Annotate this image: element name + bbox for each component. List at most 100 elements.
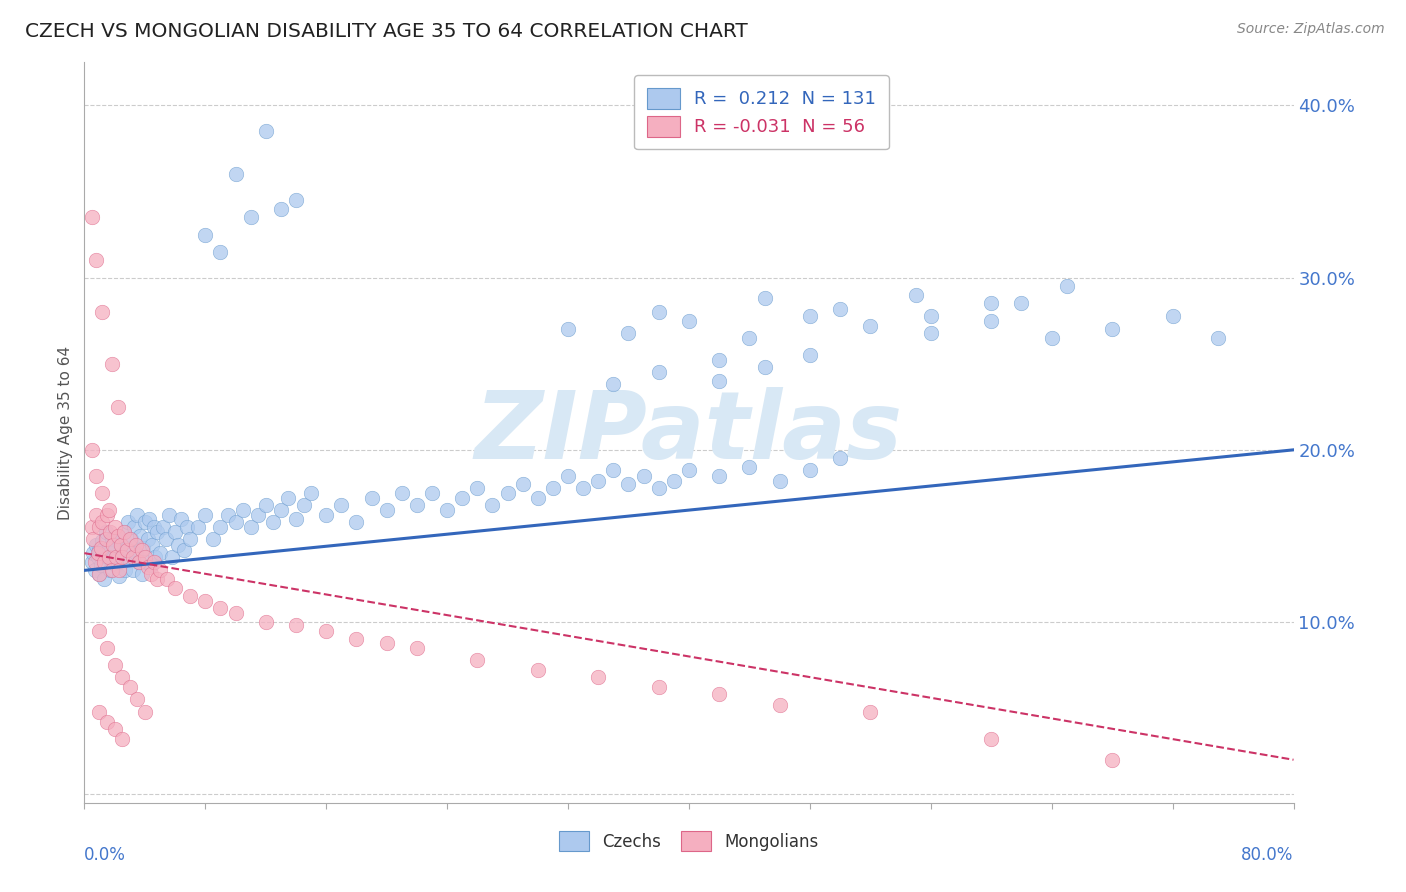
Point	[107, 400, 129, 414]
Point	[738, 331, 761, 345]
Point	[86, 508, 108, 523]
Point	[270, 503, 292, 517]
Point	[588, 474, 610, 488]
Point	[96, 508, 118, 523]
Point	[375, 635, 398, 649]
Point	[277, 491, 299, 505]
Point	[86, 253, 108, 268]
Point	[557, 468, 579, 483]
Point	[165, 525, 187, 540]
Point	[920, 326, 942, 340]
Legend: Czechs, Mongolians: Czechs, Mongolians	[553, 825, 825, 857]
Point	[115, 542, 138, 557]
Point	[239, 211, 262, 225]
Point	[406, 640, 429, 655]
Point	[254, 124, 277, 138]
Point	[512, 477, 534, 491]
Point	[436, 503, 458, 517]
Point	[799, 463, 821, 477]
Point	[346, 632, 368, 647]
Point	[330, 498, 353, 512]
Point	[187, 520, 209, 534]
Text: Source: ZipAtlas.com: Source: ZipAtlas.com	[1237, 22, 1385, 37]
Point	[527, 491, 550, 505]
Point	[662, 474, 685, 488]
Point	[80, 442, 103, 457]
Point	[91, 486, 114, 500]
Point	[170, 512, 193, 526]
Point	[87, 546, 110, 560]
Point	[830, 301, 852, 316]
Point	[167, 537, 190, 551]
Point	[98, 525, 121, 540]
Point	[149, 546, 172, 560]
Point	[859, 705, 882, 719]
Point	[225, 167, 247, 181]
Text: ZIPatlas: ZIPatlas	[475, 386, 903, 479]
Point	[128, 555, 150, 569]
Point	[285, 512, 308, 526]
Point	[86, 537, 108, 551]
Point	[91, 515, 114, 529]
Point	[120, 533, 142, 547]
Point	[254, 498, 277, 512]
Point	[391, 486, 413, 500]
Point	[859, 318, 882, 333]
Point	[134, 705, 156, 719]
Point	[201, 533, 224, 547]
Point	[146, 525, 169, 540]
Point	[527, 663, 550, 677]
Point	[93, 555, 115, 569]
Point	[254, 615, 277, 629]
Point	[769, 698, 792, 712]
Point	[139, 566, 162, 581]
Point	[451, 491, 474, 505]
Point	[194, 594, 217, 608]
Point	[709, 374, 731, 388]
Point	[194, 227, 217, 242]
Point	[165, 581, 187, 595]
Point	[678, 463, 700, 477]
Point	[131, 542, 153, 557]
Text: CZECH VS MONGOLIAN DISABILITY AGE 35 TO 64 CORRELATION CHART: CZECH VS MONGOLIAN DISABILITY AGE 35 TO …	[25, 22, 748, 41]
Point	[142, 520, 165, 534]
Point	[709, 687, 731, 701]
Point	[799, 348, 821, 362]
Point	[1011, 296, 1033, 310]
Point	[105, 558, 128, 573]
Point	[602, 377, 624, 392]
Point	[118, 533, 141, 547]
Point	[101, 537, 124, 551]
Point	[617, 326, 640, 340]
Point	[111, 732, 134, 747]
Point	[89, 705, 111, 719]
Point	[830, 451, 852, 466]
Point	[136, 533, 159, 547]
Point	[209, 601, 232, 615]
Point	[633, 468, 655, 483]
Point	[97, 549, 120, 564]
Point	[157, 508, 180, 523]
Point	[89, 520, 111, 534]
Point	[96, 640, 118, 655]
Point	[648, 681, 671, 695]
Point	[346, 515, 368, 529]
Point	[84, 563, 107, 577]
Point	[97, 503, 120, 517]
Point	[980, 314, 1002, 328]
Point	[125, 546, 148, 560]
Point	[89, 566, 111, 581]
Point	[142, 555, 165, 569]
Y-axis label: Disability Age 35 to 64: Disability Age 35 to 64	[58, 345, 73, 520]
Point	[121, 563, 143, 577]
Point	[179, 589, 201, 603]
Point	[173, 542, 195, 557]
Point	[112, 525, 135, 540]
Point	[1040, 331, 1063, 345]
Point	[467, 481, 489, 495]
Point	[149, 563, 172, 577]
Point	[1101, 753, 1123, 767]
Point	[160, 549, 183, 564]
Point	[136, 560, 159, 574]
Point	[115, 541, 138, 555]
